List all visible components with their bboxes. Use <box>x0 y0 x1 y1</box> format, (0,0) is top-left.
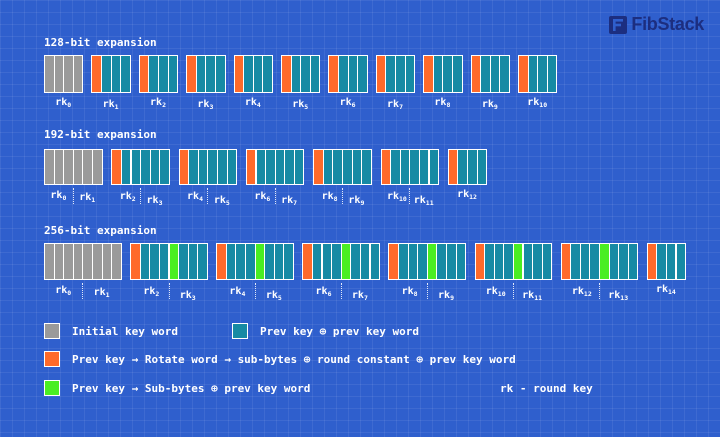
key-word-prev_xor <box>159 149 170 185</box>
key-word-initial <box>111 243 122 280</box>
fibstack-logo-icon <box>609 15 628 34</box>
round-key-label: rk12 <box>457 189 477 201</box>
round-key-label: rk0 <box>55 97 72 109</box>
round-key-label: rk5 <box>292 99 309 111</box>
legend-label-prev-xor: Prev key ⊕ prev key word <box>260 325 419 338</box>
legend-swatch-prev-xor <box>232 323 248 339</box>
key-word-prev_xor <box>428 149 440 185</box>
key-word-prev_xor <box>499 55 510 93</box>
round-key-label: rk9 <box>438 290 454 302</box>
key-word-prev_xor <box>309 55 321 93</box>
round-key-separator <box>342 188 343 204</box>
round-key-separator <box>254 283 256 299</box>
round-key-label: rk1 <box>79 192 96 204</box>
legend-swatch-subbytes <box>44 380 60 396</box>
round-key-label: rk9 <box>348 195 365 207</box>
section-title-192: 192-bit expansion <box>44 128 157 141</box>
key-word-prev_xor <box>476 149 488 185</box>
key-word-prev_xor <box>215 55 226 93</box>
round-key-label: rk9 <box>481 99 498 111</box>
key-word-prev_xor <box>120 55 131 93</box>
legend-swatch-rotate <box>44 351 60 367</box>
key-word-prev_xor <box>546 55 558 93</box>
round-key-label: rk6 <box>254 191 271 203</box>
legend-swatch-initial <box>44 323 60 339</box>
key-word-prev_xor <box>455 243 467 280</box>
round-key-label: rk7 <box>351 290 368 302</box>
round-key-separator <box>207 188 209 204</box>
key-word-prev_xor <box>404 55 416 93</box>
key-word-prev_xor <box>226 149 238 185</box>
key-word-prev_xor <box>197 243 208 280</box>
key-word-prev_xor <box>293 149 305 185</box>
round-key-label: rk11 <box>413 195 434 207</box>
round-key-separator <box>599 283 600 299</box>
round-key-separator <box>512 283 514 299</box>
key-word-prev_xor <box>541 243 553 280</box>
round-key-label: rk10 <box>485 286 506 298</box>
round-key-label: rk6 <box>315 286 332 298</box>
section-title-128: 128-bit expansion <box>44 36 157 49</box>
key-word-prev_xor <box>361 149 372 185</box>
round-key-label: rk1 <box>93 287 110 299</box>
key-word-prev_xor <box>167 55 179 93</box>
round-key-separator <box>140 188 142 204</box>
round-key-label: rk1 <box>102 99 119 111</box>
round-key-label: rk4 <box>244 97 261 109</box>
legend-label-subbytes: Prev key → Sub-bytes ⊕ prev key word <box>72 382 311 395</box>
round-key-label: rk8 <box>401 286 418 298</box>
brand-logo: FibStack <box>608 14 704 35</box>
round-key-separator <box>82 283 84 299</box>
round-key-label: rk10 <box>527 97 548 109</box>
round-key-label: rk14 <box>655 284 676 296</box>
round-key-separator <box>168 283 170 299</box>
legend-rk-note: rk - round key <box>500 382 593 395</box>
round-key-label: rk3 <box>179 290 196 302</box>
legend-label-initial: Initial key word <box>72 325 178 338</box>
key-word-initial <box>72 55 84 93</box>
key-word-prev_xor <box>262 55 273 93</box>
round-key-label: rk3 <box>146 195 163 207</box>
round-key-label: rk2 <box>119 191 136 203</box>
round-key-label: rk8 <box>434 97 451 109</box>
key-word-prev_xor <box>452 55 463 93</box>
round-key-label: rk5 <box>265 290 282 302</box>
round-key-label: rk5 <box>213 195 230 207</box>
round-key-separator <box>72 188 74 204</box>
round-key-label: rk8 <box>321 191 338 203</box>
round-key-label: rk13 <box>608 290 629 302</box>
key-word-prev_xor <box>675 243 687 280</box>
round-key-separator <box>426 283 428 299</box>
round-key-separator <box>274 188 276 204</box>
round-key-label: rk2 <box>150 97 166 109</box>
round-key-label: rk2 <box>143 286 160 298</box>
key-word-prev_xor <box>627 243 639 280</box>
round-key-label: rk0 <box>55 285 72 297</box>
round-key-label: rk10 <box>386 191 407 203</box>
key-word-initial <box>92 149 103 185</box>
key-word-prev_xor <box>357 55 368 93</box>
round-key-separator <box>409 188 411 204</box>
round-key-label: rk4 <box>187 191 203 203</box>
round-key-label: rk12 <box>571 286 592 298</box>
round-key-label: rk3 <box>197 99 214 111</box>
section-title-256: 256-bit expansion <box>44 224 157 237</box>
round-key-label: rk7 <box>387 99 403 111</box>
legend-label-rotate: Prev key → Rotate word → sub-bytes ⊕ rou… <box>72 353 516 366</box>
round-key-label: rk0 <box>50 190 67 202</box>
round-key-separator <box>340 283 342 299</box>
key-word-prev_xor <box>369 243 381 280</box>
key-word-prev_xor <box>283 243 294 280</box>
round-key-label: rk7 <box>281 195 298 207</box>
round-key-label: rk11 <box>522 290 543 302</box>
brand-name: FibStack <box>631 14 704 34</box>
round-key-label: rk4 <box>229 286 246 298</box>
round-key-label: rk6 <box>339 97 356 109</box>
